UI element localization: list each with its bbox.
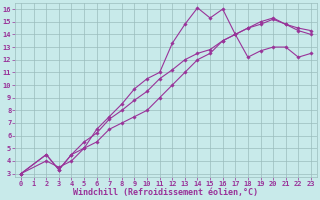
X-axis label: Windchill (Refroidissement éolien,°C): Windchill (Refroidissement éolien,°C) bbox=[74, 188, 259, 197]
